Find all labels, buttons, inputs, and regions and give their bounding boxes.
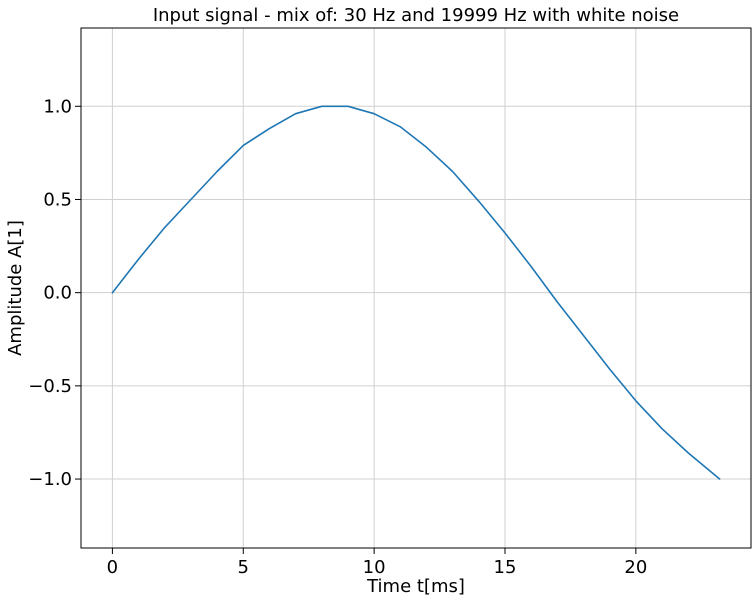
y-axis-ticks: −1.0 −0.5 0.0 0.5 1.0 bbox=[28, 96, 81, 490]
x-tick-label: 0 bbox=[107, 557, 118, 578]
x-tick-label: 5 bbox=[238, 557, 249, 578]
grid bbox=[81, 28, 751, 548]
y-axis-label: Amplitude A[1] bbox=[5, 220, 26, 356]
chart-title: Input signal - mix of: 30 Hz and 19999 H… bbox=[153, 5, 679, 26]
x-axis-label: Time t[ms] bbox=[366, 576, 465, 597]
y-tick-label: 1.0 bbox=[43, 96, 72, 117]
x-tick-label: 20 bbox=[624, 557, 647, 578]
y-tick-label: 0.0 bbox=[43, 283, 72, 304]
plot-frame bbox=[80, 27, 752, 549]
series-line bbox=[111, 105, 721, 480]
y-tick-label: −0.5 bbox=[28, 376, 72, 397]
x-axis-ticks: 0 5 10 15 20 bbox=[107, 548, 647, 578]
x-tick-label: 15 bbox=[494, 557, 517, 578]
series-layer bbox=[111, 105, 721, 480]
x-tick-label: 10 bbox=[363, 557, 386, 578]
y-tick-label: −1.0 bbox=[28, 469, 72, 490]
y-tick-label: 0.5 bbox=[43, 189, 72, 210]
